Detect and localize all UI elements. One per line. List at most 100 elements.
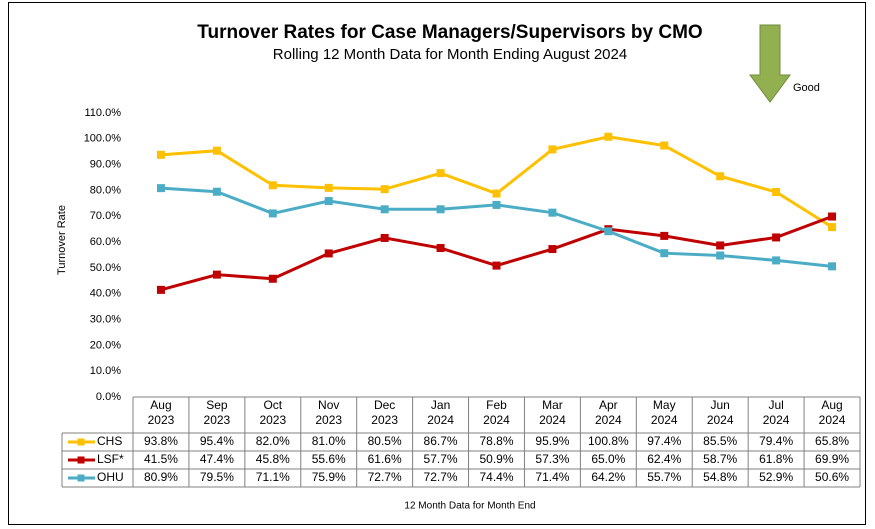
legend-marker (77, 474, 85, 482)
point-marker (660, 249, 669, 258)
data-label: 57.7% (424, 452, 458, 466)
data-label: 74.4% (479, 470, 513, 484)
data-label: 64.2% (591, 470, 625, 484)
data-label: 93.8% (144, 434, 178, 448)
legend-label: LSF* (97, 452, 124, 466)
point-marker (212, 270, 221, 279)
point-marker (772, 233, 781, 242)
point-marker (772, 256, 781, 265)
point-marker (548, 208, 557, 217)
data-label: 57.3% (535, 452, 569, 466)
x-tick-label-part: 2023 (204, 413, 231, 427)
x-tick-label-part: Feb (486, 398, 507, 412)
point-marker (492, 261, 501, 270)
data-label: 71.1% (256, 470, 290, 484)
data-label: 65.8% (815, 434, 849, 448)
data-label: 82.0% (256, 434, 290, 448)
y-tick-label: 60.0% (90, 236, 121, 248)
y-tick-label: 80.0% (90, 184, 121, 196)
point-marker (380, 233, 389, 242)
x-tick-label-part: 2024 (763, 413, 790, 427)
x-tick-label-part: Apr (599, 398, 618, 412)
point-marker (660, 141, 669, 150)
x-tick-label: Nov 2023 (315, 398, 342, 427)
point-marker (212, 187, 221, 196)
data-label: 65.0% (591, 452, 625, 466)
data-label: 100.8% (588, 434, 629, 448)
data-label: 61.6% (368, 452, 402, 466)
data-label: 50.6% (815, 470, 849, 484)
x-tick-label-part: 2024 (707, 413, 734, 427)
y-axis-title: Turnover Rate (56, 205, 68, 275)
point-marker (436, 169, 445, 178)
x-tick-label: Jul 2024 (763, 398, 790, 427)
data-label: 61.8% (759, 452, 793, 466)
data-label: 75.9% (312, 470, 346, 484)
point-marker (716, 251, 725, 260)
data-label: 55.7% (647, 470, 681, 484)
data-label: 72.7% (368, 470, 402, 484)
data-label: 95.9% (535, 434, 569, 448)
point-marker (380, 185, 389, 194)
y-tick-label: 70.0% (90, 210, 121, 222)
point-marker (212, 146, 221, 155)
x-tick-label: Aug 2023 (148, 398, 175, 427)
x-tick-label-part: 2024 (427, 413, 454, 427)
x-tick-label: Apr 2024 (595, 398, 622, 427)
data-label: 79.4% (759, 434, 793, 448)
legend-label: OHU (97, 470, 124, 484)
data-label: 78.8% (479, 434, 513, 448)
point-marker (660, 231, 669, 240)
good-arrow (749, 24, 791, 103)
x-tick-label-part: Aug (150, 398, 171, 412)
annotation: Good (793, 82, 820, 94)
x-tick-label-part: 2023 (259, 413, 286, 427)
point-marker (324, 183, 333, 192)
point-marker (324, 197, 333, 206)
x-tick-label-part: 2024 (819, 413, 846, 427)
y-tick-label: 30.0% (90, 313, 121, 325)
data-label: 62.4% (647, 452, 681, 466)
data-label: 79.5% (200, 470, 234, 484)
point-marker (268, 274, 277, 283)
point-marker (156, 150, 165, 159)
point-marker (716, 241, 725, 250)
x-tick-label: Feb 2024 (483, 398, 510, 427)
x-tick-label: Jun 2024 (707, 398, 734, 427)
x-tick-label-part: 2023 (148, 413, 175, 427)
point-marker (436, 205, 445, 214)
x-tick-label-part: Oct (263, 398, 282, 412)
x-tick-label: Oct 2023 (259, 398, 286, 427)
point-marker (548, 145, 557, 154)
x-tick-label-part: 2024 (483, 413, 510, 427)
x-tick-label-part: Sep (206, 398, 228, 412)
point-marker (828, 212, 837, 221)
data-label: 80.9% (144, 470, 178, 484)
legend-marker (77, 456, 85, 464)
x-tick-label-part: 2024 (595, 413, 622, 427)
data-label: 72.7% (424, 470, 458, 484)
point-marker (492, 200, 501, 209)
x-tick-label-part: Mar (542, 398, 563, 412)
x-tick-label: Mar 2024 (539, 398, 566, 427)
x-tick-label-part: Aug (821, 398, 842, 412)
data-label: 55.6% (312, 452, 346, 466)
data-label: 69.9% (815, 452, 849, 466)
data-label: 86.7% (424, 434, 458, 448)
x-tick-label-part: Nov (318, 398, 339, 412)
chart-title: Turnover Rates for Case Managers/Supervi… (197, 22, 702, 43)
x-tick-label-part: Jul (768, 398, 783, 412)
y-tick-label: 10.0% (90, 365, 121, 377)
point-marker (492, 189, 501, 198)
point-marker (772, 188, 781, 197)
point-marker (324, 249, 333, 258)
y-tick-label: 100.0% (84, 133, 122, 145)
point-marker (716, 172, 725, 181)
data-label: 47.4% (200, 452, 234, 466)
point-marker (828, 262, 837, 271)
x-tick-label: Jan 2024 (427, 398, 454, 427)
data-label: 97.4% (647, 434, 681, 448)
point-marker (156, 184, 165, 193)
x-tick-label-part: 2023 (315, 413, 342, 427)
